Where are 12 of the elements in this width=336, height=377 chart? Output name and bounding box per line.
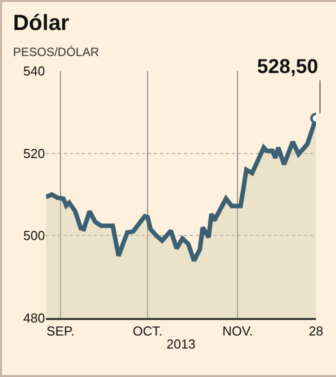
y-tick-label: 540	[23, 64, 45, 79]
x-axis-title: 2013	[166, 336, 196, 352]
x-tick-label: NOV.	[222, 324, 253, 339]
annotation: 528,50	[257, 56, 318, 78]
x-tick-label: OCT.	[132, 324, 162, 339]
y-tick-label: 480	[23, 310, 45, 326]
x-tick-label: SEP.	[46, 324, 74, 339]
x-tick-label: 28	[308, 324, 324, 339]
chart-subtitle: PESOS/DÓLAR	[13, 45, 100, 59]
chart-title: Dólar	[13, 10, 70, 35]
y-tick-label: 500	[23, 228, 45, 244]
y-tick-label: 520	[23, 146, 45, 161]
